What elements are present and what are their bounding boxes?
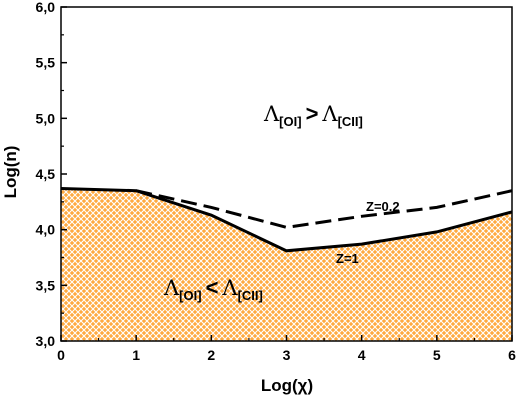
sub-cii-upper: [CII] bbox=[338, 114, 363, 129]
y-tick-label: 5,5 bbox=[36, 55, 56, 71]
lambda-cii-lower: Λ bbox=[221, 276, 238, 300]
x-tick-label: 1 bbox=[132, 347, 140, 363]
series-label-z0-2: Z=0.2 bbox=[366, 199, 400, 214]
x-axis-title: Log(χ) bbox=[261, 376, 313, 395]
sub-oi-upper: [OI] bbox=[279, 114, 301, 129]
series-line-z0-2 bbox=[135, 189, 513, 229]
x-tick-label: 5 bbox=[433, 347, 441, 363]
sub-oi-lower: [OI] bbox=[179, 288, 201, 303]
y-tick-label: 6,0 bbox=[36, 0, 56, 15]
lambda-oi-lower: Λ bbox=[163, 276, 180, 300]
sub-cii-lower: [CII] bbox=[238, 288, 263, 303]
lambda-cii-upper: Λ bbox=[321, 102, 338, 126]
hatched-region-fill bbox=[61, 188, 512, 341]
region-label-upper: Λ[OI] > Λ[CII] bbox=[263, 101, 363, 129]
y-axis-title: Log(n) bbox=[1, 146, 20, 199]
x-tick-label: 6 bbox=[508, 347, 516, 363]
y-tick-label: 4,5 bbox=[36, 166, 56, 182]
operator-less: < bbox=[206, 275, 219, 300]
y-tick-label: 5,0 bbox=[36, 110, 56, 126]
series-label-z1: Z=1 bbox=[336, 251, 359, 266]
x-tick-label: 3 bbox=[283, 347, 291, 363]
y-tick-label: 4,0 bbox=[36, 222, 56, 238]
x-axis: 0 1 2 3 4 5 6 bbox=[57, 335, 516, 363]
plot-area bbox=[60, 6, 513, 342]
y-tick-label: 3,5 bbox=[36, 277, 56, 293]
x-tick-label: 0 bbox=[57, 347, 65, 363]
y-axis: 3,0 3,5 4,0 4,5 5,0 5,5 6,0 bbox=[36, 0, 67, 349]
x-tick-label: 2 bbox=[207, 347, 215, 363]
x-tick-label: 4 bbox=[358, 347, 366, 363]
operator-greater: > bbox=[306, 101, 319, 126]
y-tick-label: 3,0 bbox=[36, 333, 56, 349]
region-label-lower: Λ[OI] < Λ[CII] bbox=[163, 275, 263, 303]
lambda-oi-upper: Λ bbox=[263, 102, 280, 126]
